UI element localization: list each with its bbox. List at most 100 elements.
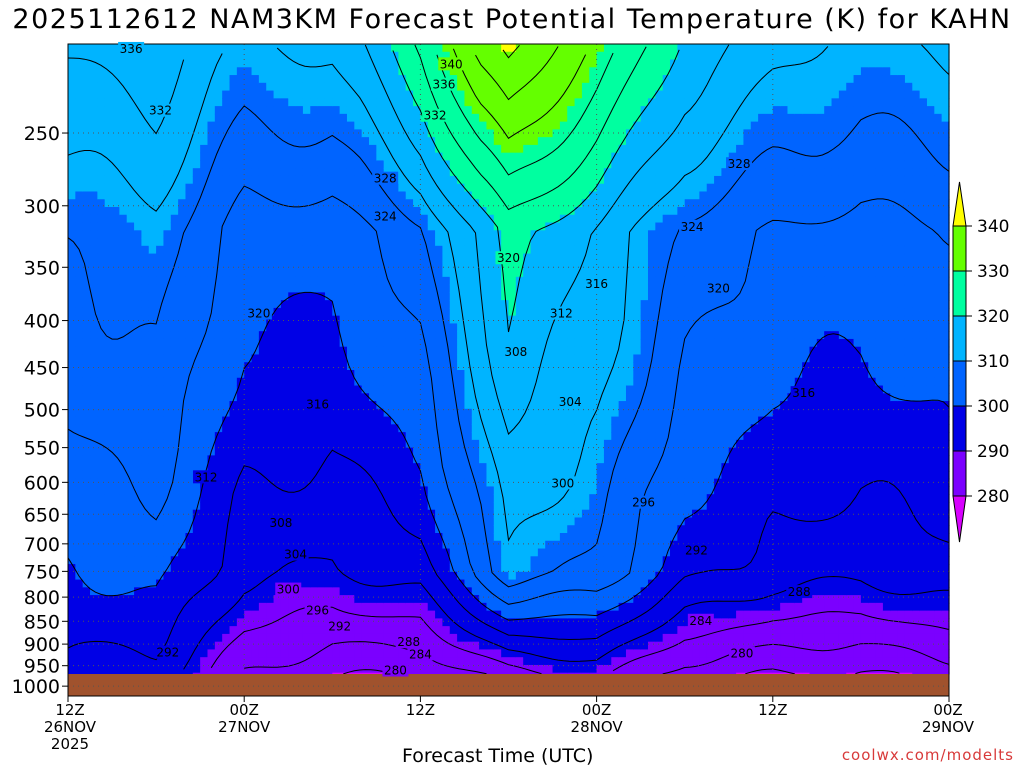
theta-cell [229,587,238,596]
theta-cell [134,633,143,643]
theta-cell [383,307,392,317]
theta-cell [273,424,282,433]
theta-cell [236,113,245,123]
theta-cell [185,556,194,565]
theta-cell [273,51,282,61]
theta-cell [457,168,466,177]
theta-cell [222,168,231,177]
theta-cell [192,168,201,177]
theta-cell [332,362,341,371]
theta-cell [398,564,407,573]
theta-cell [266,385,275,394]
theta-cell [332,424,341,433]
theta-cell [90,346,98,356]
theta-cell [280,44,289,53]
theta-cell [170,238,179,247]
theta-cell [82,67,91,76]
theta-cell [361,284,370,293]
theta-cell [376,191,385,200]
theta-cell [508,633,517,643]
theta-cell [486,90,495,99]
theta-cell [170,393,179,402]
theta-cell [258,602,267,612]
theta-cell [148,509,157,519]
theta-cell [405,222,414,231]
theta-cell [229,486,238,495]
theta-cell [449,346,458,356]
theta-cell [339,168,348,177]
theta-cell [141,152,150,162]
theta-cell [229,548,238,557]
theta-cell [222,253,231,262]
theta-cell [134,253,143,262]
theta-cell [170,432,179,441]
theta-cell [119,354,128,363]
theta-cell [369,98,377,107]
theta-cell [420,657,429,666]
theta-cell [244,253,253,262]
theta-cell [339,331,348,340]
theta-cell [376,292,385,301]
theta-cell [302,121,311,130]
theta-cell [82,610,91,619]
theta-cell [501,486,510,495]
theta-cell [214,564,223,573]
theta-cell [266,556,275,565]
theta-cell [163,284,172,293]
theta-cell [251,641,260,651]
theta-cell [156,354,165,363]
theta-cell [244,175,253,185]
theta-cell [376,595,385,604]
theta-cell [398,370,407,379]
theta-cell [288,175,297,185]
theta-cell [324,222,333,231]
theta-cell [288,129,297,138]
theta-cell [442,664,451,674]
theta-cell [501,144,510,154]
theta-cell [141,509,150,519]
theta-cell [317,595,326,604]
theta-cell [200,494,209,503]
theta-cell [288,199,297,208]
theta-cell [68,377,76,387]
theta-cell [405,595,414,604]
theta-cell [376,432,385,441]
theta-cell [339,323,348,332]
theta-cell [104,90,113,99]
theta-cell [214,98,223,107]
theta-cell [126,199,135,208]
theta-cell [302,408,311,418]
theta-cell [369,121,377,130]
theta-cell [244,672,253,675]
theta-cell [163,137,172,146]
theta-cell [258,579,267,588]
theta-cell [420,486,429,495]
theta-cell [464,579,473,588]
theta-cell [332,393,341,402]
theta-cell [163,447,172,456]
theta-cell [493,602,502,612]
theta-cell [354,595,363,604]
theta-cell [258,152,267,162]
theta-cell [493,67,502,76]
theta-cell [170,470,179,480]
theta-cell [112,494,120,503]
theta-cell [258,238,267,247]
theta-cell [420,292,429,301]
theta-cell [479,595,488,604]
theta-cell [170,292,179,301]
theta-cell [501,106,510,115]
theta-cell [134,533,143,542]
theta-cell [141,610,150,619]
theta-cell [339,610,348,619]
theta-cell [324,501,333,511]
theta-cell [251,230,260,239]
theta-cell [302,51,311,61]
theta-cell [354,633,363,643]
theta-cell [398,284,407,293]
theta-cell [413,346,421,356]
theta-cell [486,245,495,255]
theta-cell [391,238,399,247]
theta-cell [112,385,120,394]
theta-cell [75,346,84,356]
